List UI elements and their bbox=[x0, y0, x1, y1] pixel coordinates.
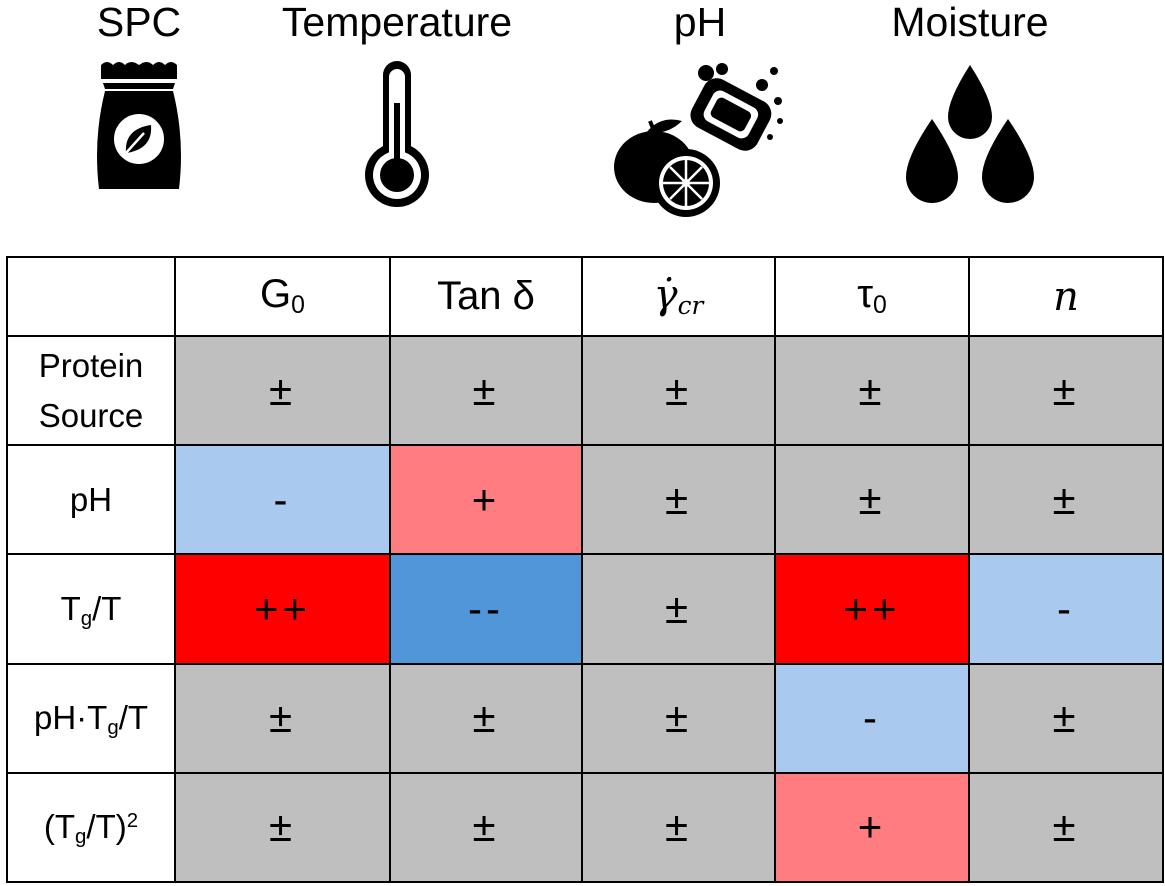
row-label-line2: Source bbox=[38, 396, 144, 434]
col-header-n: n bbox=[968, 256, 1164, 337]
ph-label: pH bbox=[673, 0, 727, 45]
lemon-soap-icon bbox=[614, 63, 783, 217]
effect-cell: ++ bbox=[774, 553, 970, 665]
effect-cell: ± bbox=[389, 334, 583, 447]
row-header-protein-source: Protein Source bbox=[6, 334, 176, 447]
table-row: pH·Tg/T ± ± ± - ± bbox=[6, 662, 1164, 774]
effect-cell: ± bbox=[174, 771, 391, 884]
effect-cell: ± bbox=[174, 662, 391, 774]
effect-cell: ± bbox=[174, 334, 391, 447]
col-label: Tan δ bbox=[437, 274, 535, 318]
effect-cell: + bbox=[389, 444, 583, 556]
row-label-sub: g bbox=[75, 825, 87, 849]
effect-cell: ± bbox=[774, 334, 970, 447]
row-label-b: /T) bbox=[86, 807, 127, 845]
effect-cell: ± bbox=[968, 444, 1164, 556]
col-label: G bbox=[260, 272, 292, 317]
effect-cell: -- bbox=[389, 553, 583, 665]
col-subscript: cr bbox=[677, 291, 704, 321]
water-drops-icon bbox=[906, 65, 1034, 203]
effect-cell: + bbox=[774, 771, 970, 884]
row-label-b: /T bbox=[118, 698, 149, 736]
row-header-tg-over-t: Tg/T bbox=[6, 553, 176, 665]
ph-icon-block: pH bbox=[600, 0, 800, 219]
header-row: G0 Tan δ γ̇cr τ0 n bbox=[6, 256, 1164, 337]
effect-cell: ± bbox=[581, 444, 776, 556]
soy-protein-bag-icon bbox=[97, 62, 181, 189]
row-header-tg-over-t-squared: (Tg/T)2 bbox=[6, 771, 176, 884]
row-label-b: /T bbox=[92, 589, 122, 627]
row-label-sub: g bbox=[80, 606, 93, 630]
col-header-g0: G0 bbox=[174, 256, 391, 337]
col-label: γ̇ bbox=[653, 272, 678, 319]
effect-cell: ± bbox=[581, 771, 776, 884]
effect-cell: ± bbox=[968, 771, 1164, 884]
table-row: Tg/T ++ -- ± ++ - bbox=[6, 553, 1164, 665]
table-row: pH - + ± ± ± bbox=[6, 444, 1164, 556]
effect-cell: - bbox=[174, 444, 391, 556]
col-subscript: 0 bbox=[291, 292, 305, 320]
col-header-critical-shear-rate: γ̇cr bbox=[581, 256, 776, 337]
row-label-a: (T bbox=[43, 807, 76, 845]
effect-cell: ± bbox=[389, 771, 583, 884]
table-row: Protein Source ± ± ± ± ± bbox=[6, 334, 1164, 447]
corner-cell bbox=[6, 256, 176, 337]
effect-cell: ± bbox=[581, 662, 776, 774]
effects-table: G0 Tan δ γ̇cr τ0 n Protein Source ± ± ± ±… bbox=[6, 256, 1164, 884]
row-label-a: pH·T bbox=[33, 698, 108, 736]
col-header-tan-delta: Tan δ bbox=[389, 256, 583, 337]
effect-cell: - bbox=[774, 662, 970, 774]
table-row: (Tg/T)2 ± ± ± + ± bbox=[6, 771, 1164, 884]
row-header-ph: pH bbox=[6, 444, 176, 556]
effect-cell: ± bbox=[968, 662, 1164, 774]
temperature-icon-block: Temperature bbox=[232, 0, 562, 209]
effect-cell: ± bbox=[968, 334, 1164, 447]
effect-cell: ± bbox=[389, 662, 583, 774]
col-label: n bbox=[1053, 273, 1079, 320]
effect-cell: ± bbox=[774, 444, 970, 556]
col-label: τ bbox=[857, 272, 873, 317]
effect-cell: - bbox=[968, 553, 1164, 665]
temperature-label: Temperature bbox=[281, 0, 513, 45]
row-label-line1: Protein bbox=[38, 347, 144, 385]
effect-cell: ++ bbox=[174, 553, 391, 665]
row-label-a: T bbox=[60, 589, 81, 627]
spc-icon-block: SPC bbox=[66, 0, 212, 199]
moisture-icon-block: Moisture bbox=[855, 0, 1085, 209]
col-subscript: 0 bbox=[873, 292, 887, 320]
thermometer-icon bbox=[365, 61, 429, 207]
row-label: pH bbox=[69, 481, 113, 519]
row-header-ph-times-tg-over-t: pH·Tg/T bbox=[6, 662, 176, 774]
row-label-sup: 2 bbox=[126, 808, 139, 832]
effect-cell: ± bbox=[581, 553, 776, 665]
col-header-tau0: τ0 bbox=[774, 256, 970, 337]
moisture-label: Moisture bbox=[891, 0, 1049, 45]
row-label-sub: g bbox=[107, 715, 119, 739]
effect-cell: ± bbox=[581, 334, 776, 447]
spc-label: SPC bbox=[96, 0, 182, 45]
